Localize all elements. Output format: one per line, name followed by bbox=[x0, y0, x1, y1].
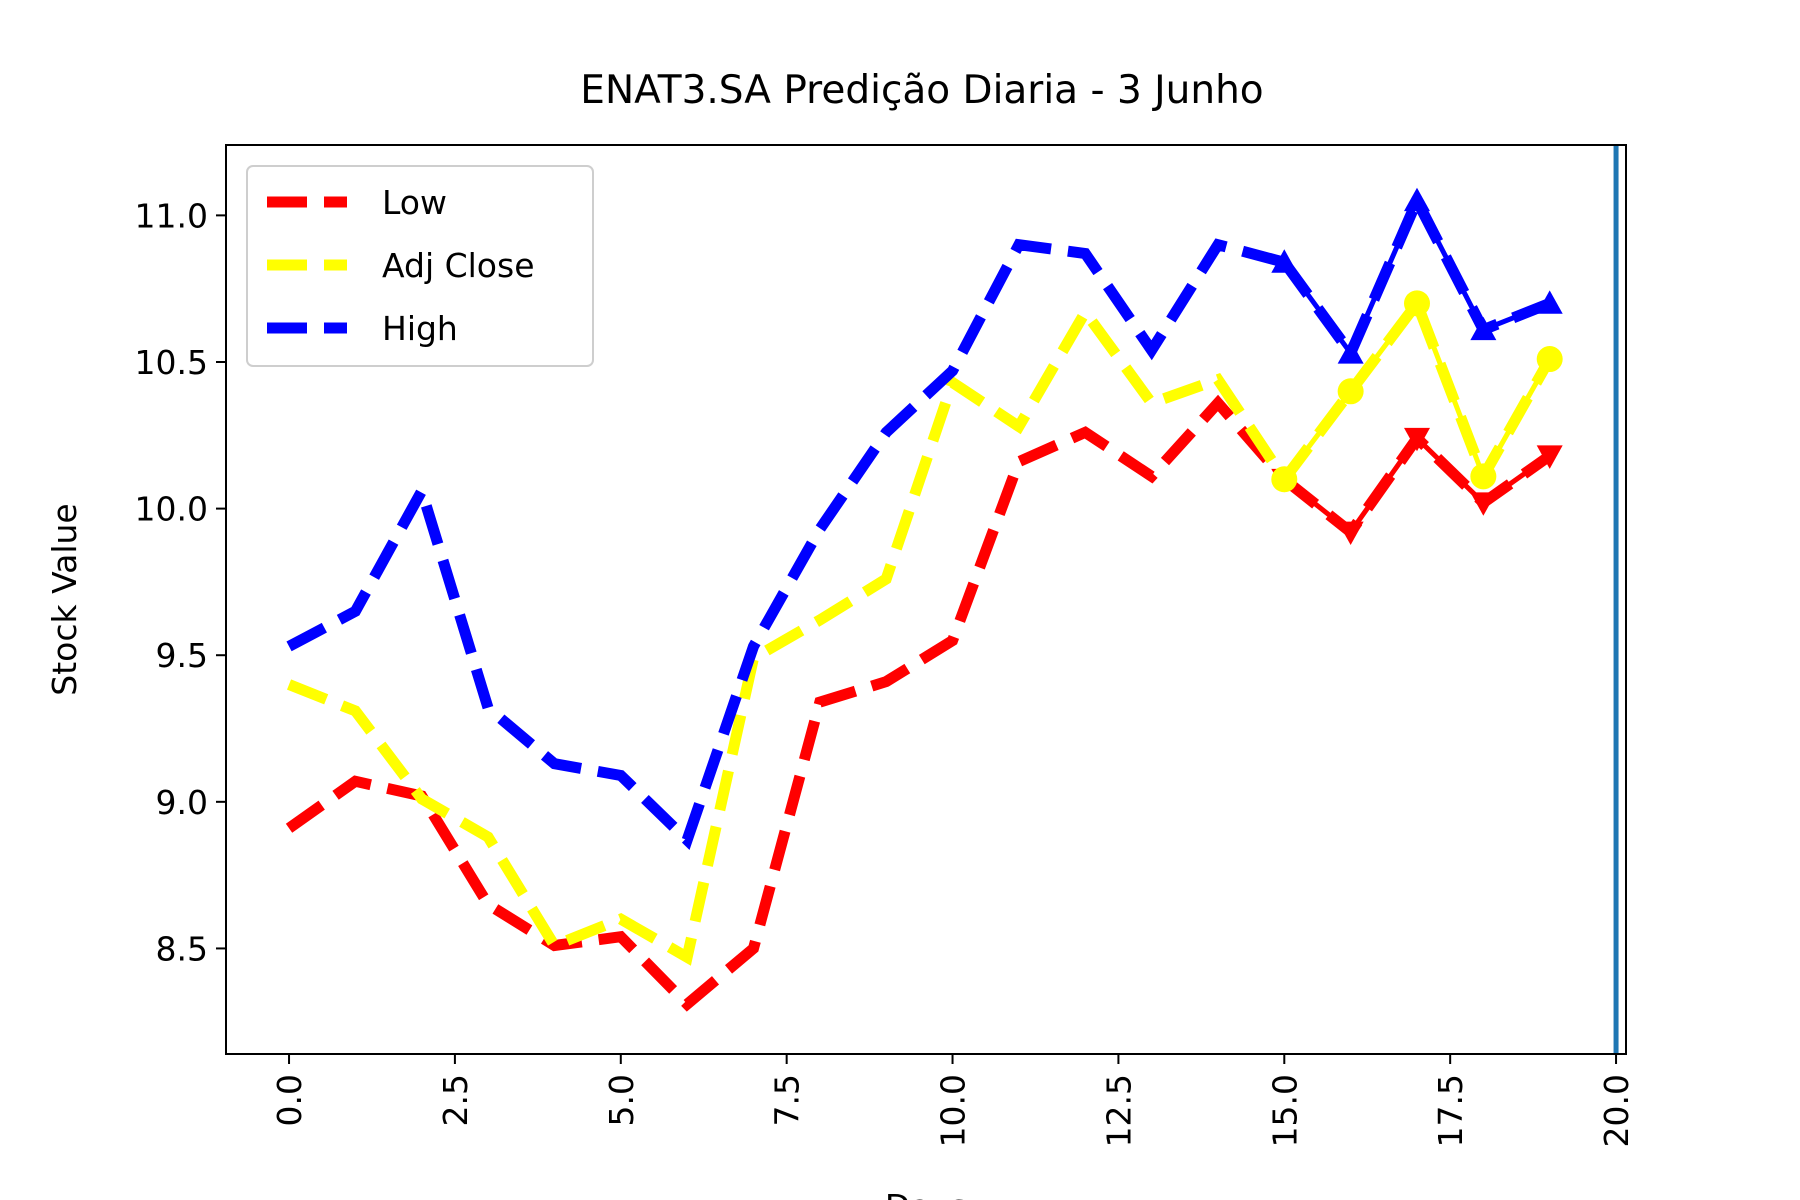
data-point bbox=[1403, 290, 1430, 317]
y-tick-label: 11.0 bbox=[135, 196, 208, 235]
series-line-dashed bbox=[1279, 187, 1552, 365]
legend-item: High bbox=[267, 309, 458, 348]
series-layer bbox=[285, 145, 1619, 1054]
series-line bbox=[287, 302, 1289, 966]
y-tick-label: 9.0 bbox=[156, 783, 208, 822]
data-point bbox=[1470, 316, 1497, 341]
x-tick-label: 10.0 bbox=[934, 1074, 973, 1147]
series-adj-close bbox=[287, 290, 1563, 966]
y-tick-label: 9.5 bbox=[156, 636, 208, 675]
y-tick-label: 10.5 bbox=[135, 343, 208, 382]
axes-layer: 8.5 9.0 9.5 10.0 10.5 11.0 0.0 2.5 5.0 7.5 10.0 12.… bbox=[135, 196, 1637, 1147]
plot-frame bbox=[225, 144, 1627, 1055]
data-point bbox=[1271, 466, 1298, 493]
x-tick-label: 5.0 bbox=[602, 1074, 641, 1126]
y-tick-label: 8.5 bbox=[156, 929, 208, 968]
data-point bbox=[1403, 427, 1430, 452]
legend-label: Low bbox=[382, 183, 447, 222]
x-tick-label: 12.5 bbox=[1099, 1074, 1138, 1147]
y-axis-label: Stock Value bbox=[45, 503, 84, 695]
x-tick-label: 20.0 bbox=[1597, 1074, 1636, 1147]
data-point bbox=[1536, 346, 1563, 373]
legend-box bbox=[246, 165, 594, 367]
y-tick-label: 10.0 bbox=[135, 490, 208, 529]
data-point bbox=[1403, 187, 1430, 212]
legend-label: High bbox=[382, 309, 458, 348]
x-tick-label: 0.0 bbox=[270, 1074, 309, 1126]
data-point bbox=[1536, 290, 1563, 314]
legend-item: Low bbox=[267, 183, 447, 222]
data-point bbox=[1337, 340, 1364, 364]
x-axis-label: Days bbox=[885, 1187, 967, 1200]
series-line-dashed bbox=[1279, 292, 1555, 490]
data-point bbox=[1271, 249, 1298, 273]
data-point bbox=[1337, 378, 1364, 405]
chart-title: ENAT3.SA Predição Diaria - 3 Junho bbox=[580, 68, 1263, 113]
data-point bbox=[1470, 463, 1497, 490]
data-point bbox=[1470, 492, 1497, 516]
x-tick-label: 2.5 bbox=[436, 1074, 475, 1126]
series-high bbox=[286, 187, 1563, 850]
legend: Low Adj Close High bbox=[246, 165, 594, 367]
legend-item: Adj Close bbox=[267, 246, 535, 285]
series-line bbox=[286, 238, 1286, 850]
x-tick-label: 7.5 bbox=[768, 1074, 807, 1126]
data-point bbox=[1337, 521, 1364, 546]
x-tick-label: 17.5 bbox=[1431, 1074, 1470, 1147]
x-tick-label: 15.0 bbox=[1265, 1074, 1304, 1147]
legend-label: Adj Close bbox=[382, 246, 535, 285]
data-point bbox=[1536, 445, 1563, 469]
